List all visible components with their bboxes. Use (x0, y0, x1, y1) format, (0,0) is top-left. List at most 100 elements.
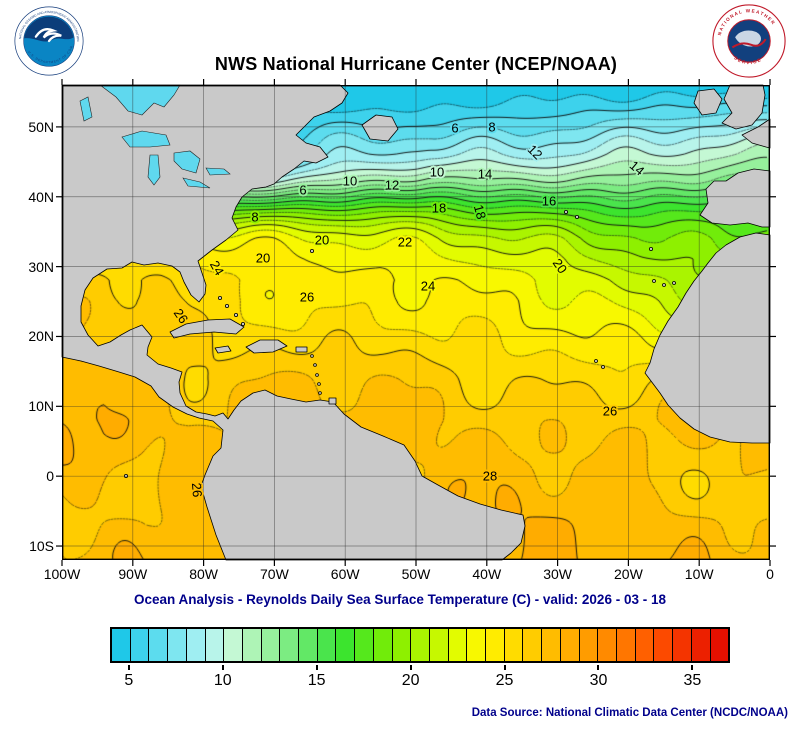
colorbar-segment-12 (261, 629, 281, 661)
colorbar-tickmark-5 (127, 665, 130, 670)
colorbar-segment-36 (710, 629, 729, 661)
colorbar-segment-23 (467, 629, 487, 661)
noaa-logo-graphic: NATIONAL OCEANIC AND ATMOSPHERIC ADMINIS… (12, 3, 84, 76)
colorbar-segment-34 (673, 629, 692, 661)
colorbar-segment-31 (616, 629, 636, 661)
colorbar-segment-27 (542, 629, 561, 661)
colorbar-tick-label-20: 20 (401, 672, 420, 689)
lake-superior (121, 130, 171, 148)
y-tick-label-30N: 30N (28, 258, 54, 275)
land-cuba (169, 318, 245, 339)
x-tick-label-10W: 10W (684, 566, 714, 582)
lake-michigan (147, 154, 161, 186)
lakes (79, 84, 231, 189)
colorbar-segment-14 (299, 629, 318, 661)
colorbar-segment-29 (579, 629, 599, 661)
colorbar-segment-9 (205, 629, 225, 661)
small-islands (124, 203, 676, 478)
x-tick-label-50W: 50W (401, 566, 431, 582)
nws-front-line-icon (731, 38, 767, 49)
x-tick-label-0: 0 (766, 566, 774, 582)
land-puerto-rico (295, 346, 308, 353)
colorbar-segment-13 (280, 629, 300, 661)
colorbar-segment-18 (373, 629, 393, 661)
colorbar-tick-label-10: 10 (213, 672, 232, 689)
grid-lines (62, 85, 770, 560)
x-tick-label-70W: 70W (259, 566, 289, 582)
noaa-bird-icon (34, 28, 62, 43)
colorbar-segment-5 (130, 629, 150, 661)
land-africa (644, 232, 771, 444)
colorbar-segment-24 (486, 629, 505, 661)
x-tick-label-90W: 90W (118, 566, 148, 582)
sst-map: 6 8 12 14 6 10 12 10 14 16 8 18 18 20 22 20 24 20 24 26 26 26… (56, 79, 776, 566)
temperature-colorbar (110, 627, 730, 663)
colorbar-segment-20 (411, 629, 430, 661)
land-americas (61, 84, 526, 561)
x-tick-label-60W: 60W (330, 566, 360, 582)
colorbar-segment-7 (168, 629, 187, 661)
colorbar-segment-35 (691, 629, 711, 661)
x-tick-label-20W: 20W (613, 566, 643, 582)
colorbar-segment-25 (504, 629, 524, 661)
y-tick-label-10S: 10S (29, 538, 54, 555)
colorbar-segment-21 (429, 629, 449, 661)
lake-winnipeg (79, 96, 93, 122)
y-axis-labels: 10S 0 10N 20N 30N 40N 50N (8, 85, 54, 560)
noaa-logo: NATIONAL OCEANIC AND ATMOSPHERIC ADMINIS… (12, 3, 84, 81)
colorbar-tick-label-30: 30 (589, 672, 608, 689)
axis-tick-marks (56, 79, 776, 566)
colorbar-tickmark-10 (221, 665, 224, 670)
land-jamaica (214, 345, 232, 354)
colorbar-segment-11 (242, 629, 262, 661)
land-iberia (699, 168, 771, 228)
colorbar-segment-8 (186, 629, 206, 661)
colorbar-tick-label-25: 25 (495, 672, 514, 689)
colorbar-segment-22 (448, 629, 468, 661)
colorbar-tickmark-15 (315, 665, 318, 670)
colorbar-tick-label-35: 35 (683, 672, 702, 689)
colorbar-segment-26 (523, 629, 543, 661)
data-source-text: Data Source: National Climatic Data Cent… (471, 707, 788, 719)
lake-ontario (205, 167, 231, 176)
y-tick-label-20N: 20N (28, 328, 54, 345)
map-frame (61, 84, 770, 561)
map-subtitle: Ocean Analysis - Reynolds Daily Sea Surf… (134, 592, 666, 607)
colorbar-tickmark-30 (597, 665, 600, 670)
colorbar-tickmark-20 (409, 665, 412, 670)
lake-huron (173, 150, 201, 174)
colorbar-tick-labels: 5 10 15 20 25 30 35 (110, 665, 730, 693)
x-tick-label-100W: 100W (43, 566, 81, 582)
colorbar-tick-label-5: 5 (124, 672, 134, 689)
hudson-bay (99, 84, 181, 116)
x-tick-label-40W: 40W (472, 566, 502, 582)
colorbar-segment-4 (112, 629, 131, 661)
nws-ring-text-bottom: SERVICE (733, 55, 763, 65)
land-ireland (693, 88, 723, 116)
y-tick-label-10N: 10N (28, 398, 54, 415)
y-tick-label-0: 0 (46, 468, 54, 485)
y-tick-label-40N: 40N (28, 188, 54, 205)
colorbar-segment-10 (224, 629, 243, 661)
colorbar-segment-28 (560, 629, 580, 661)
nws-logo: NATIONAL WEATHER SERVICE (712, 4, 786, 83)
map-overlay (56, 79, 776, 566)
colorbar-segment-16 (336, 629, 356, 661)
y-tick-label-50N: 50N (28, 118, 54, 135)
landmasses (61, 84, 771, 561)
land-newfoundland (361, 114, 399, 142)
page-title: NWS National Hurricane Center (NCEP/NOAA… (214, 54, 618, 74)
land-britain (721, 84, 766, 130)
colorbar-tick-label-15: 15 (307, 672, 326, 689)
colorbar-segment-19 (392, 629, 412, 661)
colorbar-segment-17 (355, 629, 374, 661)
colorbar-segment-15 (317, 629, 337, 661)
colorbar-segment-32 (635, 629, 655, 661)
colorbar-segment-30 (598, 629, 617, 661)
nws-logo-graphic: NATIONAL WEATHER SERVICE (712, 4, 786, 78)
colorbar-tickmark-35 (691, 665, 694, 670)
x-axis-labels: 100W 90W 80W 70W 60W 50W 40W 30W 20W 10W 0 (44, 566, 774, 586)
colorbar-tickmark-25 (503, 665, 506, 670)
x-tick-label-30W: 30W (543, 566, 572, 582)
